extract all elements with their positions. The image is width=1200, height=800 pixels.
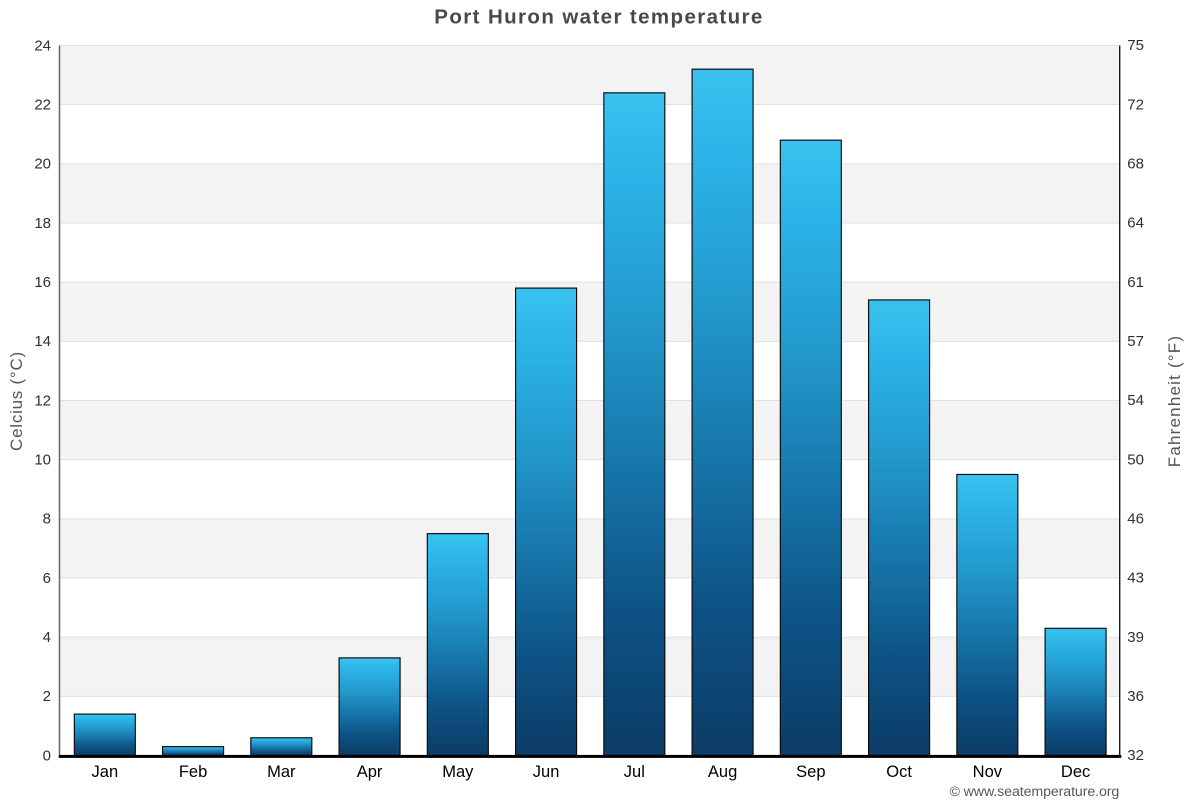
svg-text:Dec: Dec bbox=[1061, 763, 1090, 781]
svg-text:39: 39 bbox=[1127, 629, 1144, 646]
svg-text:57: 57 bbox=[1127, 333, 1144, 350]
svg-text:36: 36 bbox=[1127, 688, 1144, 705]
svg-text:Nov: Nov bbox=[973, 763, 1003, 781]
svg-text:Mar: Mar bbox=[267, 763, 296, 781]
svg-text:24: 24 bbox=[34, 37, 51, 54]
svg-text:20: 20 bbox=[34, 156, 51, 173]
svg-text:Jan: Jan bbox=[92, 763, 119, 781]
svg-text:Jul: Jul bbox=[624, 763, 645, 781]
svg-text:12: 12 bbox=[34, 392, 51, 409]
svg-text:61: 61 bbox=[1127, 274, 1144, 291]
svg-text:6: 6 bbox=[43, 570, 51, 587]
svg-text:14: 14 bbox=[34, 333, 51, 350]
svg-text:54: 54 bbox=[1127, 392, 1144, 409]
svg-text:32: 32 bbox=[1127, 747, 1144, 764]
svg-text:Celcius (°C): Celcius (°C) bbox=[7, 351, 26, 451]
svg-text:16: 16 bbox=[34, 274, 51, 291]
svg-text:Fahrenheit (°F): Fahrenheit (°F) bbox=[1165, 335, 1184, 468]
svg-text:May: May bbox=[442, 763, 474, 781]
svg-text:68: 68 bbox=[1127, 155, 1144, 172]
svg-text:75: 75 bbox=[1127, 37, 1144, 54]
svg-text:22: 22 bbox=[34, 96, 51, 113]
svg-text:72: 72 bbox=[1127, 96, 1144, 113]
svg-text:10: 10 bbox=[34, 451, 51, 468]
svg-text:46: 46 bbox=[1127, 510, 1144, 527]
svg-text:© www.seatemperature.org: © www.seatemperature.org bbox=[949, 784, 1119, 800]
svg-text:64: 64 bbox=[1127, 215, 1144, 232]
svg-text:Jun: Jun bbox=[533, 763, 560, 781]
svg-text:8: 8 bbox=[43, 511, 51, 528]
svg-text:Aug: Aug bbox=[708, 763, 737, 781]
svg-text:Feb: Feb bbox=[179, 763, 207, 781]
svg-text:43: 43 bbox=[1127, 570, 1144, 587]
svg-text:Oct: Oct bbox=[886, 763, 912, 781]
svg-text:4: 4 bbox=[43, 629, 51, 646]
svg-text:50: 50 bbox=[1127, 451, 1144, 468]
svg-text:18: 18 bbox=[34, 215, 51, 232]
svg-text:Port Huron water temperature: Port Huron water temperature bbox=[434, 6, 763, 29]
svg-text:0: 0 bbox=[43, 747, 51, 764]
svg-text:Sep: Sep bbox=[796, 763, 825, 781]
svg-text:Apr: Apr bbox=[357, 763, 383, 781]
svg-text:2: 2 bbox=[43, 688, 51, 705]
